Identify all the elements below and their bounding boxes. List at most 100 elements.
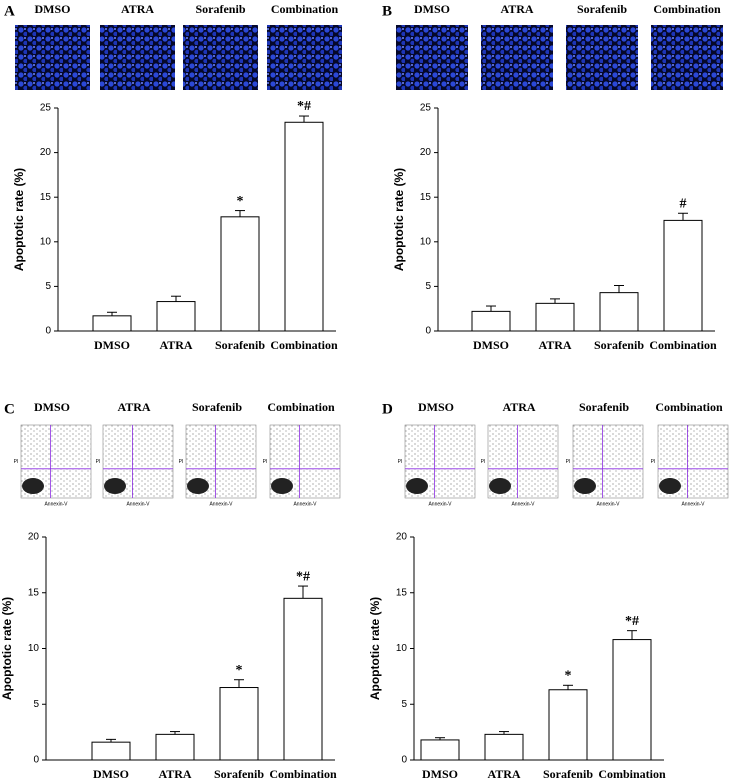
bar <box>284 121 324 332</box>
flow-cluster <box>659 478 681 494</box>
flow-xlabel: Annexin-V <box>596 501 620 507</box>
x-tick-label: DMSO <box>94 338 130 352</box>
panel-label: A <box>4 3 15 19</box>
fluorescence-image <box>15 25 90 90</box>
y-tick-label: 25 <box>420 103 432 114</box>
flow-xlabel: Annexin-V <box>44 501 68 507</box>
flow-ylabel: PI <box>14 459 19 465</box>
flow-cluster <box>104 478 126 494</box>
bar <box>92 315 132 332</box>
flow-ylabel: PI <box>566 459 571 465</box>
y-tick-label: 15 <box>40 192 52 203</box>
bar <box>220 216 260 332</box>
bar <box>91 741 131 761</box>
y-tick-label: 10 <box>420 236 432 247</box>
image-label: ATRA <box>502 400 535 414</box>
flow-ylabel: PI <box>263 459 268 465</box>
significance-mark: *# <box>296 569 310 584</box>
bar <box>156 301 196 332</box>
fluorescence-image <box>100 25 175 90</box>
flow-cluster <box>187 478 209 494</box>
significance-mark: # <box>680 196 687 211</box>
x-tick-label: DMSO <box>422 767 458 779</box>
bar <box>599 292 639 332</box>
image-label: Combination <box>655 400 723 414</box>
flow-ylabel: PI <box>179 459 184 465</box>
y-tick-label: 10 <box>40 236 52 247</box>
y-axis-label: Apoptotic rate (%) <box>368 597 382 700</box>
y-axis-label: Apoptotic rate (%) <box>392 168 406 271</box>
panel-label: B <box>382 3 392 19</box>
x-tick-label: ATRA <box>159 338 192 352</box>
bar <box>548 689 588 761</box>
y-tick-label: 0 <box>33 755 39 766</box>
image-label: Sorafenib <box>577 2 627 16</box>
image-label: Combination <box>653 2 721 16</box>
y-axis-label: Apoptotic rate (%) <box>12 168 26 271</box>
y-axis-label: Apoptotic rate (%) <box>0 597 14 700</box>
y-tick-label: 5 <box>33 699 39 710</box>
y-tick-label: 20 <box>420 147 432 158</box>
bar <box>484 733 524 761</box>
bar <box>155 733 195 761</box>
x-tick-label: Combination <box>598 767 666 779</box>
image-label: Sorafenib <box>579 400 629 414</box>
flow-xlabel: Annexin-V <box>293 501 317 507</box>
image-label: DMSO <box>414 2 450 16</box>
fluorescence-image <box>183 25 258 90</box>
y-tick-label: 20 <box>396 532 408 543</box>
significance-mark: * <box>236 663 243 678</box>
panel: A DMSO ATRA Sorafenib Combination 0 5 10 15 20 25 A… <box>4 2 342 352</box>
x-tick-label: ATRA <box>538 338 571 352</box>
flow-xlabel: Annexin-V <box>681 501 705 507</box>
flow-cluster <box>406 478 428 494</box>
y-tick-label: 5 <box>45 281 51 292</box>
fluorescence-image <box>566 25 638 90</box>
y-tick-label: 0 <box>45 326 51 337</box>
y-tick-label: 20 <box>28 532 40 543</box>
x-tick-label: Sorafenib <box>594 338 644 352</box>
bar <box>612 639 652 761</box>
y-tick-label: 15 <box>396 587 408 598</box>
flow-cluster <box>271 478 293 494</box>
image-label: ATRA <box>117 400 150 414</box>
bar <box>471 310 511 332</box>
x-tick-label: Combination <box>269 767 337 779</box>
flow-cluster <box>574 478 596 494</box>
bar <box>283 597 323 761</box>
bar <box>420 739 460 761</box>
flow-cluster <box>489 478 511 494</box>
flow-xlabel: Annexin-V <box>209 501 233 507</box>
flow-xlabel: Annexin-V <box>126 501 150 507</box>
x-tick-label: ATRA <box>487 767 520 779</box>
significance-mark: * <box>237 194 244 209</box>
fluorescence-image <box>267 25 342 90</box>
x-tick-label: DMSO <box>473 338 509 352</box>
panel: D DMSO Annexin-V PI ATRA Annexin-V PI Sorafenib… <box>368 400 729 779</box>
x-tick-label: Sorafenib <box>543 767 593 779</box>
flow-cluster <box>22 478 44 494</box>
fluorescence-image <box>651 25 723 90</box>
y-tick-label: 10 <box>396 643 408 654</box>
flow-ylabel: PI <box>96 459 101 465</box>
image-label: Combination <box>267 400 335 414</box>
image-label: ATRA <box>500 2 533 16</box>
y-tick-label: 25 <box>40 103 52 114</box>
bar <box>535 302 575 332</box>
flow-xlabel: Annexin-V <box>511 501 535 507</box>
image-label: DMSO <box>35 2 71 16</box>
image-label: Combination <box>271 2 339 16</box>
image-label: ATRA <box>121 2 154 16</box>
significance-mark: * <box>565 669 572 684</box>
flow-xlabel: Annexin-V <box>428 501 452 507</box>
bar <box>663 219 703 332</box>
x-tick-label: Combination <box>649 338 717 352</box>
image-label: Sorafenib <box>195 2 245 16</box>
significance-mark: *# <box>625 614 639 629</box>
y-tick-label: 0 <box>401 755 407 766</box>
fluorescence-image <box>481 25 553 90</box>
bar <box>219 687 259 761</box>
x-tick-label: Sorafenib <box>214 767 264 779</box>
y-tick-label: 15 <box>28 587 40 598</box>
